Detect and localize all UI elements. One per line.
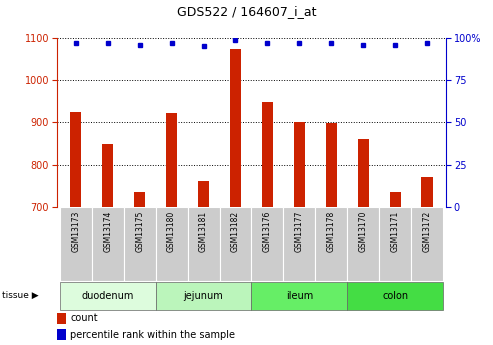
- Bar: [92, 207, 124, 281]
- Text: GSM13174: GSM13174: [103, 211, 112, 252]
- Text: GDS522 / 164607_i_at: GDS522 / 164607_i_at: [177, 5, 316, 18]
- Bar: [347, 282, 443, 310]
- Bar: [230, 49, 241, 207]
- Text: percentile rank within the sample: percentile rank within the sample: [70, 330, 235, 340]
- Bar: [326, 123, 337, 207]
- Bar: [347, 207, 379, 281]
- Bar: [57, 313, 67, 324]
- Bar: [294, 122, 305, 207]
- Bar: [70, 112, 81, 207]
- Text: GSM13177: GSM13177: [295, 211, 304, 252]
- Bar: [379, 207, 411, 281]
- Text: GSM13180: GSM13180: [167, 211, 176, 252]
- Text: GSM13171: GSM13171: [390, 211, 400, 252]
- Bar: [156, 207, 187, 281]
- Bar: [124, 207, 156, 281]
- Text: duodenum: duodenum: [81, 291, 134, 301]
- Text: GSM13170: GSM13170: [359, 211, 368, 252]
- Bar: [198, 181, 209, 207]
- Bar: [316, 207, 347, 281]
- Text: GSM13181: GSM13181: [199, 211, 208, 252]
- Bar: [102, 145, 113, 207]
- Bar: [251, 207, 283, 281]
- Text: GSM13176: GSM13176: [263, 211, 272, 252]
- Text: GSM13172: GSM13172: [423, 211, 431, 252]
- Text: colon: colon: [382, 291, 408, 301]
- Text: ileum: ileum: [285, 291, 313, 301]
- Text: count: count: [70, 313, 98, 323]
- Bar: [60, 207, 92, 281]
- Bar: [262, 102, 273, 207]
- Bar: [156, 282, 251, 310]
- Bar: [57, 329, 67, 340]
- Text: GSM13173: GSM13173: [71, 211, 80, 252]
- Bar: [219, 207, 251, 281]
- Text: tissue ▶: tissue ▶: [2, 291, 39, 300]
- Bar: [357, 139, 369, 207]
- Bar: [60, 282, 156, 310]
- Bar: [187, 207, 219, 281]
- Text: GSM13178: GSM13178: [327, 211, 336, 252]
- Bar: [166, 113, 177, 207]
- Bar: [251, 282, 347, 310]
- Bar: [411, 207, 443, 281]
- Bar: [389, 192, 401, 207]
- Bar: [134, 192, 145, 207]
- Text: GSM13175: GSM13175: [135, 211, 144, 252]
- Bar: [283, 207, 316, 281]
- Bar: [422, 177, 432, 207]
- Text: GSM13182: GSM13182: [231, 211, 240, 252]
- Text: jejunum: jejunum: [184, 291, 223, 301]
